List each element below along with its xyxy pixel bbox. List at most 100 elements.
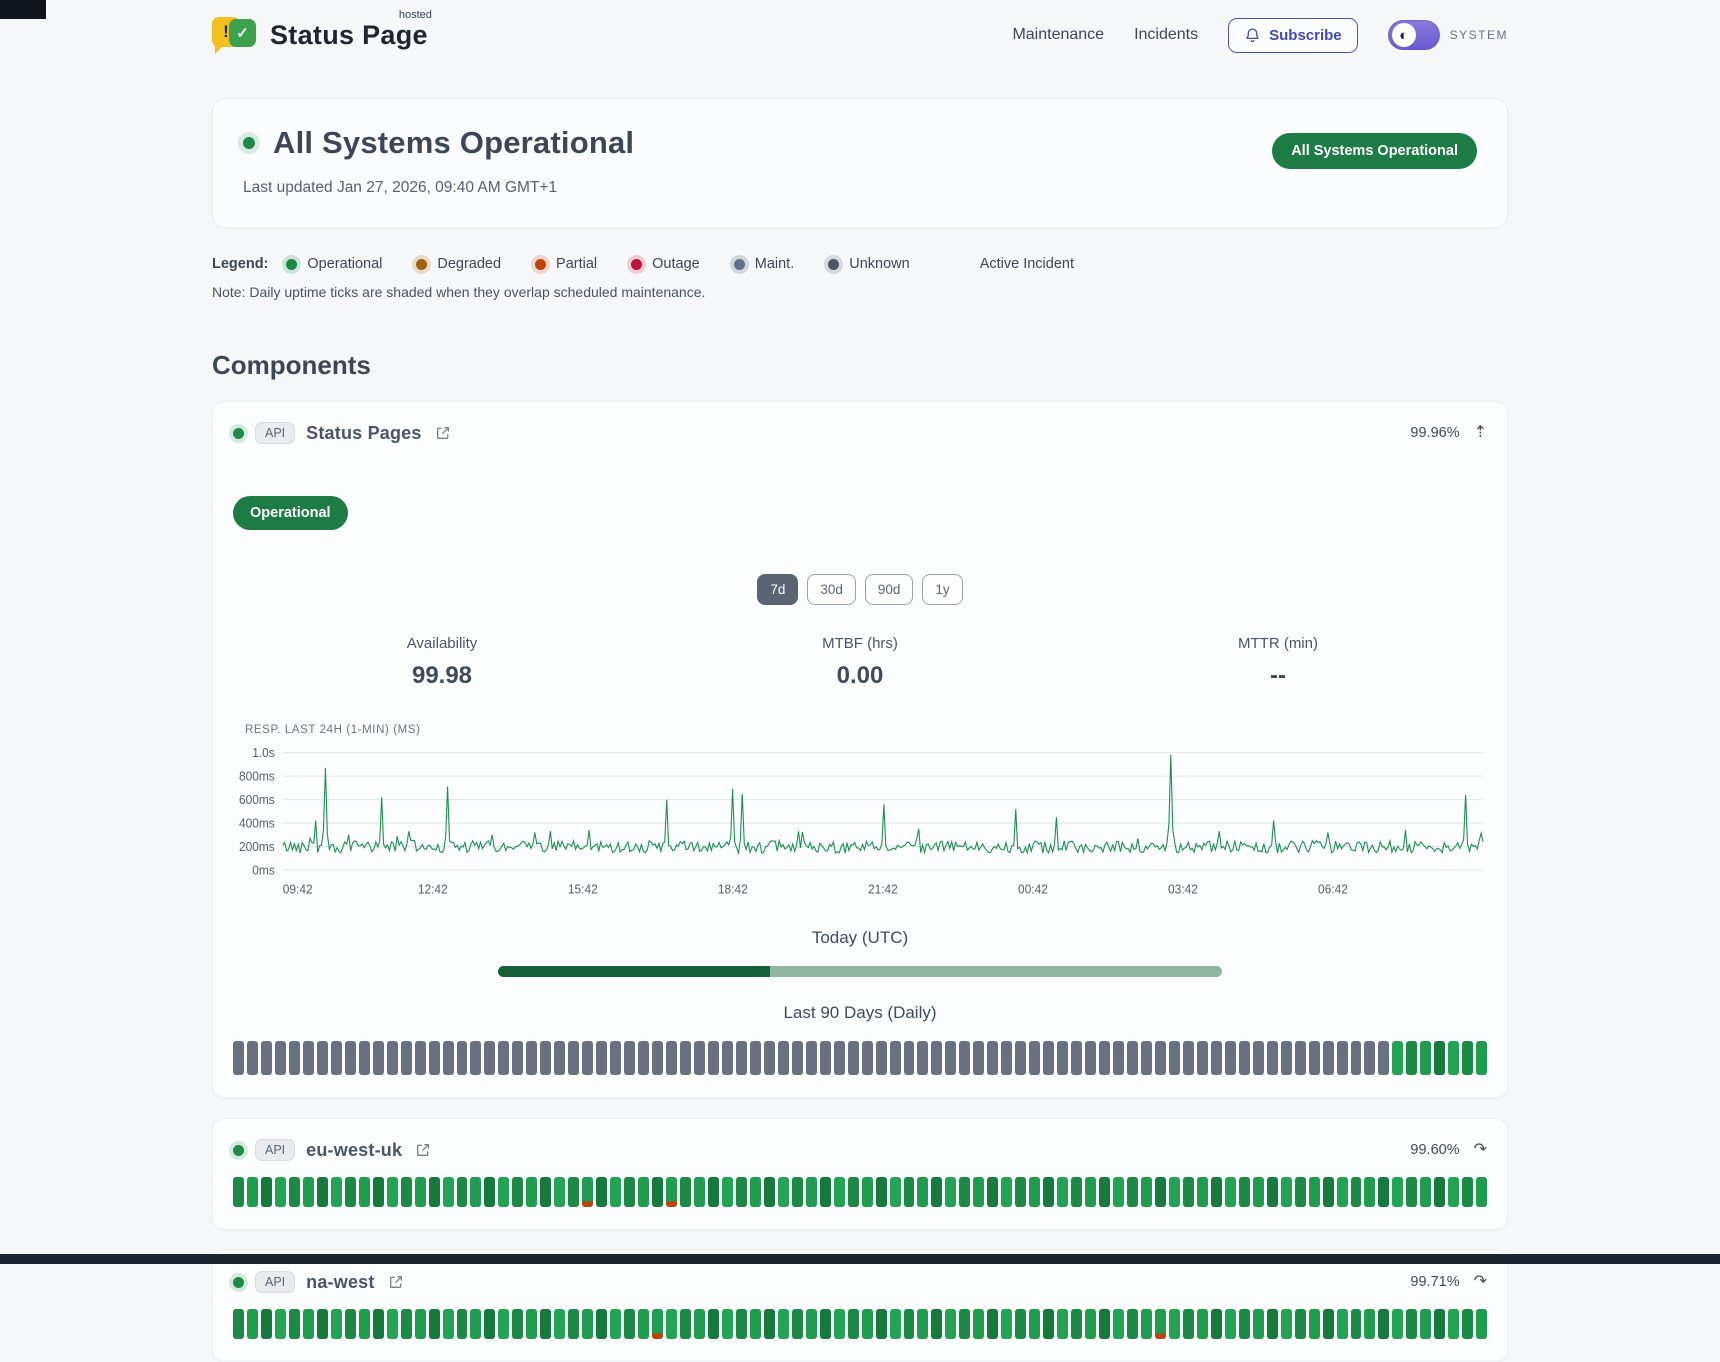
uptime-tick[interactable]	[735, 1177, 747, 1207]
uptime-tick[interactable]	[1140, 1309, 1152, 1339]
uptime-tick[interactable]	[274, 1041, 286, 1075]
uptime-tick[interactable]	[680, 1177, 691, 1207]
uptime-tick[interactable]	[274, 1309, 286, 1339]
uptime-tick[interactable]	[805, 1309, 817, 1339]
expand-icon[interactable]: ↷	[1473, 1141, 1487, 1158]
uptime-tick[interactable]	[554, 1309, 566, 1339]
uptime-tick[interactable]	[749, 1309, 761, 1339]
uptime-tick[interactable]	[903, 1309, 915, 1339]
uptime-tick[interactable]	[554, 1041, 566, 1075]
uptime-tick[interactable]	[666, 1177, 677, 1207]
uptime-tick[interactable]	[1448, 1309, 1460, 1339]
uptime-tick[interactable]	[959, 1309, 971, 1339]
range-button-1y[interactable]: 1y	[922, 574, 963, 605]
uptime-tick[interactable]	[1224, 1177, 1236, 1207]
uptime-tick[interactable]	[1057, 1309, 1069, 1339]
uptime-tick[interactable]	[260, 1041, 272, 1075]
uptime-tick[interactable]	[1266, 1041, 1278, 1075]
external-link-icon[interactable]	[388, 1274, 404, 1290]
uptime-tick[interactable]	[889, 1041, 901, 1075]
uptime-tick[interactable]	[805, 1041, 817, 1075]
uptime-tick[interactable]	[1476, 1177, 1488, 1207]
uptime-tick[interactable]	[847, 1041, 859, 1075]
uptime-tick[interactable]	[233, 1309, 244, 1339]
uptime-tick[interactable]	[1364, 1177, 1376, 1207]
uptime-tick[interactable]	[596, 1177, 608, 1207]
uptime-tick[interactable]	[498, 1041, 510, 1075]
uptime-tick[interactable]	[1113, 1041, 1124, 1075]
uptime-tick[interactable]	[1448, 1177, 1460, 1207]
uptime-tick[interactable]	[1238, 1309, 1250, 1339]
uptime-tick[interactable]	[316, 1041, 328, 1075]
uptime-tick[interactable]	[386, 1177, 398, 1207]
uptime-tick[interactable]	[400, 1309, 412, 1339]
uptime-tick[interactable]	[1462, 1309, 1474, 1339]
uptime-tick[interactable]	[1085, 1309, 1097, 1339]
uptime-tick[interactable]	[302, 1177, 314, 1207]
uptime-tick[interactable]	[1196, 1041, 1208, 1075]
uptime-tick[interactable]	[987, 1177, 999, 1207]
external-link-icon[interactable]	[435, 425, 451, 441]
uptime-tick[interactable]	[707, 1177, 719, 1207]
uptime-tick[interactable]	[1182, 1041, 1194, 1075]
uptime-tick[interactable]	[610, 1309, 622, 1339]
uptime-tick[interactable]	[1210, 1041, 1222, 1075]
uptime-tick[interactable]	[1127, 1041, 1138, 1075]
uptime-tick[interactable]	[819, 1177, 831, 1207]
uptime-tick[interactable]	[1336, 1177, 1348, 1207]
uptime-tick[interactable]	[945, 1177, 957, 1207]
uptime-tick[interactable]	[358, 1177, 370, 1207]
uptime-tick[interactable]	[1252, 1041, 1264, 1075]
uptime-tick[interactable]	[638, 1041, 650, 1075]
uptime-tick[interactable]	[302, 1309, 314, 1339]
uptime-tick[interactable]	[456, 1309, 468, 1339]
uptime-tick[interactable]	[735, 1041, 747, 1075]
uptime-tick[interactable]	[624, 1177, 636, 1207]
uptime-tick[interactable]	[414, 1177, 426, 1207]
uptime-tick[interactable]	[1043, 1309, 1055, 1339]
uptime-tick[interactable]	[1462, 1041, 1474, 1075]
uptime-tick[interactable]	[568, 1041, 580, 1075]
uptime-tick[interactable]	[288, 1041, 300, 1075]
uptime-tick[interactable]	[1294, 1177, 1306, 1207]
uptime-tick[interactable]	[638, 1309, 650, 1339]
uptime-tick[interactable]	[1043, 1041, 1055, 1075]
uptime-tick[interactable]	[316, 1177, 328, 1207]
uptime-tick[interactable]	[721, 1041, 733, 1075]
uptime-tick[interactable]	[316, 1309, 328, 1339]
range-button-30d[interactable]: 30d	[807, 574, 856, 605]
uptime-tick[interactable]	[1392, 1177, 1404, 1207]
uptime-tick[interactable]	[1099, 1309, 1111, 1339]
uptime-tick[interactable]	[680, 1041, 691, 1075]
uptime-tick[interactable]	[484, 1177, 496, 1207]
uptime-tick[interactable]	[1196, 1309, 1208, 1339]
uptime-tick[interactable]	[1392, 1309, 1404, 1339]
uptime-tick[interactable]	[1406, 1041, 1418, 1075]
uptime-tick[interactable]	[1001, 1177, 1013, 1207]
uptime-tick[interactable]	[470, 1177, 482, 1207]
uptime-tick[interactable]	[372, 1041, 384, 1075]
uptime-tick[interactable]	[1182, 1177, 1194, 1207]
uptime-tick[interactable]	[582, 1309, 594, 1339]
uptime-tick[interactable]	[666, 1309, 677, 1339]
uptime-tick[interactable]	[470, 1041, 482, 1075]
uptime-tick[interactable]	[1420, 1177, 1432, 1207]
uptime-tick[interactable]	[442, 1309, 454, 1339]
uptime-tick[interactable]	[582, 1041, 594, 1075]
nav-incidents[interactable]: Incidents	[1134, 26, 1199, 43]
uptime-tick[interactable]	[1266, 1177, 1278, 1207]
uptime-tick[interactable]	[833, 1177, 845, 1207]
uptime-tick[interactable]	[1294, 1309, 1306, 1339]
uptime-tick[interactable]	[456, 1177, 468, 1207]
uptime-tick[interactable]	[1001, 1309, 1013, 1339]
uptime-tick[interactable]	[484, 1309, 496, 1339]
uptime-tick[interactable]	[344, 1177, 356, 1207]
uptime-tick[interactable]	[1322, 1041, 1334, 1075]
uptime-tick[interactable]	[861, 1309, 873, 1339]
uptime-tick[interactable]	[484, 1041, 496, 1075]
uptime-tick[interactable]	[442, 1041, 454, 1075]
external-link-icon[interactable]	[415, 1142, 431, 1158]
uptime-tick[interactable]	[414, 1309, 426, 1339]
uptime-tick[interactable]	[791, 1041, 803, 1075]
uptime-tick[interactable]	[512, 1041, 524, 1075]
